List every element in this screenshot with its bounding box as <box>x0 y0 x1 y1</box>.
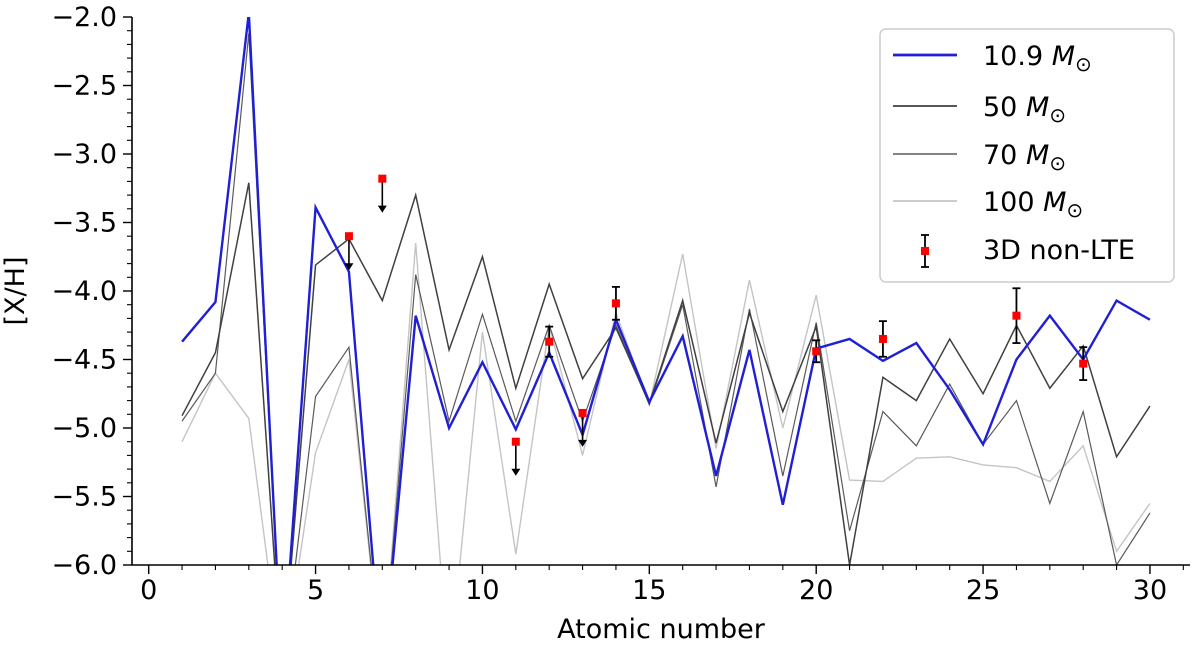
legend-entry-mass: 70 <box>983 140 1026 171</box>
observation-point <box>1012 287 1021 344</box>
x-tick-label: 0 <box>140 575 157 606</box>
y-tick-label: −4.0 <box>51 276 117 307</box>
legend-entry-symbol: M <box>1026 92 1049 123</box>
y-axis-ticks: −2.0 −2.5 −3.0 −3.5 −4.0 −4.5 −5.0 −5.5 −6.0 <box>51 2 132 581</box>
series-line-3 <box>181 242 1151 565</box>
observation-point <box>611 285 620 321</box>
observation-point <box>1079 346 1088 381</box>
observation-marker <box>344 232 353 241</box>
x-tick-label: 5 <box>307 575 324 606</box>
observation-marker <box>611 299 620 308</box>
y-tick-label: −4.5 <box>51 345 117 376</box>
series-line-2 <box>181 33 1151 565</box>
y-axis-label: [X/H] <box>0 257 31 326</box>
observation-marker <box>1012 311 1021 320</box>
y-tick-label: −6.0 <box>51 550 117 581</box>
observation-point <box>878 320 887 358</box>
observation-point <box>511 437 521 476</box>
x-tick-label: 20 <box>799 575 833 606</box>
legend-entry-sun-symbol: ⊙ <box>1049 151 1066 175</box>
legend: 10.9 M⊙50 M⊙70 M⊙100 M⊙3D non-LTE <box>879 28 1175 283</box>
upper-limit-arrow-head <box>578 439 588 447</box>
observation-marker <box>578 408 587 417</box>
x-tick-label: 10 <box>465 575 499 606</box>
observation-marker <box>511 437 520 446</box>
legend-entry-symbol: M <box>1043 187 1066 218</box>
observation-marker <box>812 347 821 356</box>
legend-entry-mass: 100 <box>983 187 1043 218</box>
legend-entry-3: 100 M⊙ <box>983 187 1083 222</box>
upper-limit-arrow-head <box>511 468 521 476</box>
y-tick-label: −2.5 <box>51 71 117 102</box>
series-line-0 <box>181 17 1151 565</box>
series-layer <box>181 17 1151 565</box>
legend-entry-sun-symbol: ⊙ <box>1049 103 1066 127</box>
legend-entry-observations: 3D non-LTE <box>983 235 1135 266</box>
y-tick-label: −3.5 <box>51 208 117 239</box>
plot-area <box>181 17 1151 565</box>
x-axis-ticks: 0 5 10 15 20 25 30 <box>140 565 1184 606</box>
legend-entry-sun-symbol: ⊙ <box>1066 198 1083 222</box>
legend-entry-mass: 50 <box>983 92 1026 123</box>
y-tick-label: −5.5 <box>51 482 117 513</box>
legend-entry-mass: 10.9 <box>983 41 1052 72</box>
observation-marker <box>878 334 887 343</box>
observation-point <box>344 232 354 271</box>
observation-marker <box>378 174 387 183</box>
y-tick-label: −3.0 <box>51 139 117 170</box>
observation-layer <box>344 174 1088 476</box>
series-line-1 <box>181 182 1151 565</box>
upper-limit-arrow-head <box>344 263 354 271</box>
observation-marker <box>545 337 554 346</box>
upper-limit-arrow-head <box>377 205 387 213</box>
legend-entry-0: 10.9 M⊙ <box>983 41 1092 76</box>
observation-point <box>812 339 821 364</box>
x-tick-label: 30 <box>1133 575 1167 606</box>
legend-entry-symbol: M <box>1052 41 1075 72</box>
legend-box <box>879 28 1175 283</box>
legend-entry-symbol: M <box>1026 140 1049 171</box>
x-tick-label: 15 <box>632 575 666 606</box>
legend-entry-2: 70 M⊙ <box>983 140 1066 175</box>
observation-marker <box>1079 359 1088 368</box>
y-tick-label: −2.0 <box>51 2 117 33</box>
observation-point <box>545 325 554 358</box>
y-tick-label: −5.0 <box>51 413 117 444</box>
legend-entry-1: 50 M⊙ <box>983 92 1066 127</box>
legend-obs-marker <box>921 247 929 255</box>
legend-entry-sun-symbol: ⊙ <box>1075 52 1092 76</box>
observation-point <box>578 408 588 447</box>
x-axis-label: Atomic number <box>557 614 766 645</box>
observation-point <box>377 174 387 213</box>
x-tick-label: 25 <box>966 575 1000 606</box>
